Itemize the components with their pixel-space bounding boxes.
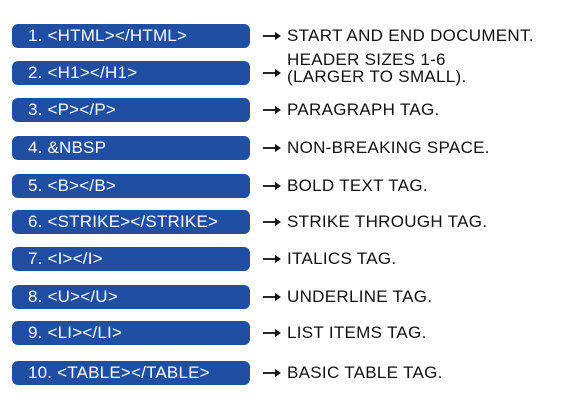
description-line: HEADER SIZES 1-6: [287, 50, 446, 69]
tag-row: 4. &NBSP NON-BREAKING SPACE.: [0, 136, 564, 162]
right-arrow-icon: [263, 329, 281, 337]
right-arrow-icon: [263, 106, 281, 114]
right-arrow-icon: [263, 369, 281, 377]
tag-description: UNDERLINE TAG.: [287, 285, 432, 309]
tag-row: 1. <HTML></HTML> START AND END DOCUMENT.: [0, 24, 564, 50]
description-line: BASIC TABLE TAG.: [287, 363, 443, 382]
tag-pill: 10. <TABLE></TABLE>: [12, 361, 250, 385]
tag-row: 10. <TABLE></TABLE> BASIC TABLE TAG.: [0, 361, 564, 387]
description-line: LIST ITEMS TAG.: [287, 323, 427, 342]
right-arrow-icon: [263, 293, 281, 301]
tag-description: BASIC TABLE TAG.: [287, 361, 443, 385]
tag-row: 2. <H1></H1> HEADER SIZES 1-6 (LARGER TO…: [0, 51, 564, 87]
tag-pill: 9. <LI></LI>: [12, 321, 250, 345]
tag-pill: 7. <I></I>: [12, 247, 250, 271]
tag-description: NON-BREAKING SPACE.: [287, 136, 490, 160]
description-line: ITALICS TAG.: [287, 249, 397, 268]
description-line: BOLD TEXT TAG.: [287, 176, 428, 195]
description-line: PARAGRAPH TAG.: [287, 100, 440, 119]
tag-pill: 8. <U></U>: [12, 285, 250, 309]
description-line: NON-BREAKING SPACE.: [287, 138, 490, 157]
tag-row: 6. <STRIKE></STRIKE> STRIKE THROUGH TAG.: [0, 210, 564, 236]
tag-description: STRIKE THROUGH TAG.: [287, 210, 487, 234]
tag-row: 9. <LI></LI> LIST ITEMS TAG.: [0, 321, 564, 347]
tag-pill: 6. <STRIKE></STRIKE>: [12, 210, 250, 234]
right-arrow-icon: [263, 69, 281, 77]
tag-pill: 1. <HTML></HTML>: [12, 24, 250, 48]
tag-pill: 3. <P></P>: [12, 98, 250, 122]
right-arrow-icon: [263, 218, 281, 226]
tag-row: 7. <I></I> ITALICS TAG.: [0, 247, 564, 273]
tag-description: LIST ITEMS TAG.: [287, 321, 427, 345]
description-line: START AND END DOCUMENT.: [287, 26, 534, 45]
tag-description: PARAGRAPH TAG.: [287, 98, 440, 122]
tag-description: BOLD TEXT TAG.: [287, 174, 428, 198]
right-arrow-icon: [263, 32, 281, 40]
description-line: STRIKE THROUGH TAG.: [287, 212, 488, 231]
tag-pill: 2. <H1></H1>: [12, 61, 250, 85]
description-line: (LARGER TO SMALL).: [287, 67, 467, 86]
tag-row: 5. <B></B> BOLD TEXT TAG.: [0, 174, 564, 200]
tag-description: HEADER SIZES 1-6 (LARGER TO SMALL).: [287, 51, 467, 85]
tag-pill: 4. &NBSP: [12, 136, 250, 160]
tag-pill: 5. <B></B>: [12, 174, 250, 198]
right-arrow-icon: [263, 255, 281, 263]
right-arrow-icon: [263, 182, 281, 190]
tag-row: 8. <U></U> UNDERLINE TAG.: [0, 285, 564, 311]
description-line: UNDERLINE TAG.: [287, 287, 433, 306]
tag-row: 3. <P></P> PARAGRAPH TAG.: [0, 98, 564, 124]
right-arrow-icon: [263, 144, 281, 152]
tag-description: ITALICS TAG.: [287, 247, 396, 271]
tag-description: START AND END DOCUMENT.: [287, 24, 534, 48]
